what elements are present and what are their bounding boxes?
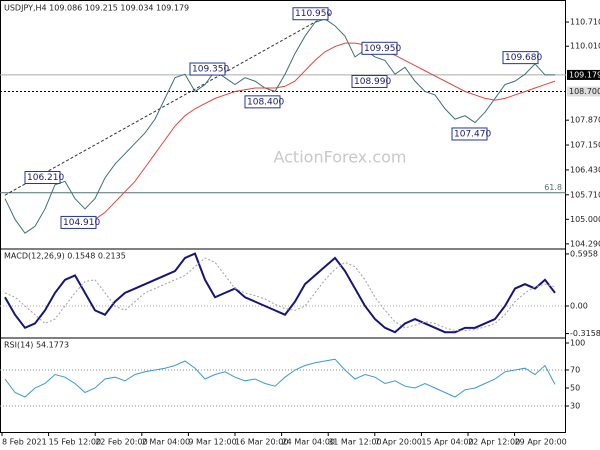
y-tick-label: 107.150 bbox=[570, 141, 600, 150]
current-label: 109.179 bbox=[569, 70, 600, 79]
y-tick-label: 0.5958 bbox=[570, 249, 598, 258]
series-line bbox=[94, 42, 556, 220]
series-line bbox=[4, 252, 556, 334]
price-label: 106.210 bbox=[27, 173, 64, 183]
watermark: ActionForex.com bbox=[273, 148, 406, 167]
price-label: 109.350 bbox=[192, 65, 229, 75]
chart-title: USDJPY,H4 109.086 109.215 109.034 109.17… bbox=[4, 4, 189, 13]
price-label: 109.950 bbox=[364, 44, 401, 54]
price-label-box bbox=[189, 62, 226, 76]
y-tick-label: 100 bbox=[570, 339, 585, 348]
price-label-box bbox=[60, 215, 97, 229]
y-tick-label: -0.3158 bbox=[570, 329, 600, 338]
price-label-box bbox=[361, 41, 398, 55]
x-tick-label: 7 Apr 20:00 bbox=[375, 438, 422, 447]
y-tick-label: 110.010 bbox=[570, 42, 600, 51]
y-tick-label: 30 bbox=[570, 402, 580, 411]
series-line bbox=[4, 18, 555, 234]
x-tick-label: 16 Mar 20:00 bbox=[235, 438, 288, 447]
price-label: 108.400 bbox=[247, 97, 284, 107]
x-tick-label: 8 Feb 2021 bbox=[2, 438, 47, 447]
price-label: 107.470 bbox=[454, 129, 491, 139]
x-tick-label: 24 Mar 04:00 bbox=[282, 438, 335, 447]
y-tick-label: 105.000 bbox=[570, 215, 600, 224]
price-label-box bbox=[351, 74, 388, 88]
y-tick-label: 105.710 bbox=[570, 190, 600, 199]
y-tick-label: 50 bbox=[570, 384, 580, 393]
price-label-box bbox=[244, 95, 281, 109]
x-tick-label: 22 Apr 12:00 bbox=[468, 438, 520, 447]
y-tick-label: 0.00 bbox=[570, 301, 588, 310]
x-tick-label: 9 Mar 12:00 bbox=[188, 438, 236, 447]
series-line bbox=[4, 257, 556, 331]
x-tick-label: 15 Apr 04:00 bbox=[421, 438, 473, 447]
support-label: 108.700 bbox=[569, 87, 600, 96]
y-tick-label: 104.290 bbox=[570, 239, 600, 248]
x-tick-label: 22 Feb 20:00 bbox=[95, 438, 147, 447]
price-label: 110.950 bbox=[295, 9, 332, 19]
price-label: 104.910 bbox=[63, 218, 100, 228]
fib-label: 61.8 bbox=[544, 183, 562, 192]
x-tick-label: 31 Mar 12:00 bbox=[328, 438, 381, 447]
price-label-box bbox=[502, 51, 539, 65]
trendline bbox=[4, 13, 331, 196]
price-label-box bbox=[292, 7, 329, 21]
y-tick-label: 70 bbox=[570, 366, 580, 375]
y-tick-label: 107.870 bbox=[570, 116, 600, 125]
macd-title: MACD(12,26,9) 0.1548 0.2135 bbox=[4, 252, 126, 261]
y-tick-label: 106.430 bbox=[570, 165, 600, 174]
support-box bbox=[567, 86, 600, 97]
price-label-box bbox=[24, 171, 61, 185]
rsi-title: RSI(14) 54.1773 bbox=[4, 341, 69, 350]
x-tick-label: 2 Mar 04:00 bbox=[142, 438, 190, 447]
current-box bbox=[567, 69, 600, 80]
price-label: 109.680 bbox=[505, 53, 542, 63]
series-line bbox=[4, 358, 556, 398]
price-label: 108.990 bbox=[354, 77, 391, 87]
y-tick-label: 110.710 bbox=[570, 18, 600, 27]
price-label-box bbox=[451, 127, 488, 141]
x-tick-label: 29 Apr 20:00 bbox=[515, 438, 567, 447]
x-tick-label: 15 Feb 12:00 bbox=[49, 438, 101, 447]
plot-frame bbox=[0, 0, 566, 433]
